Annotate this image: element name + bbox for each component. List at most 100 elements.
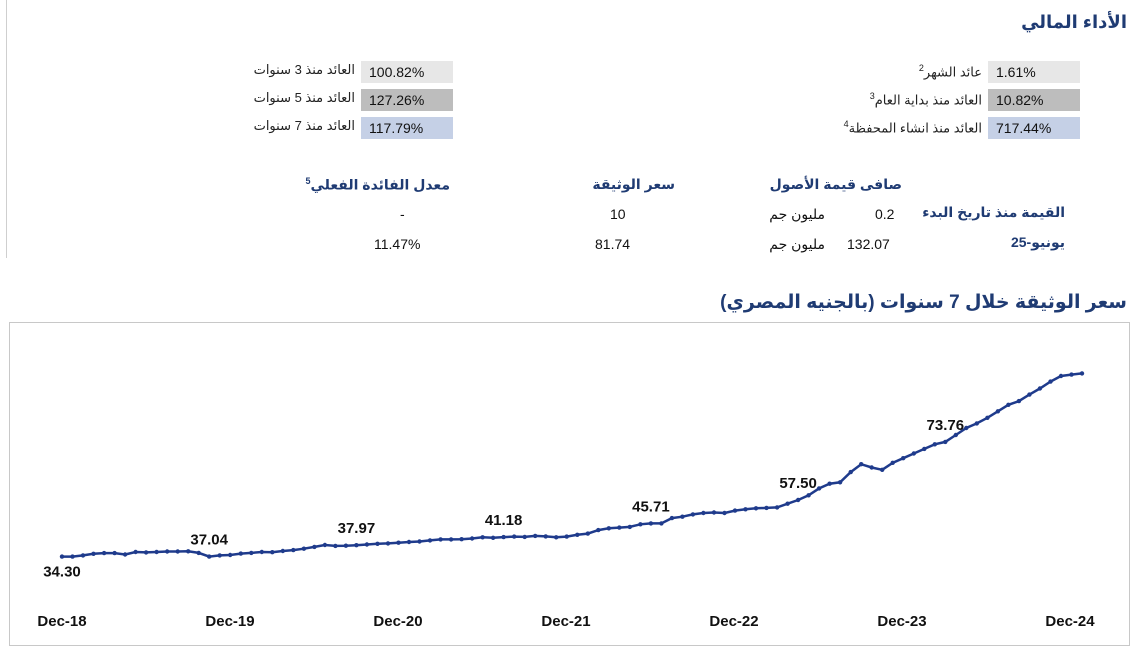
data-point: [322, 542, 328, 548]
return-row-5y: 127.26%: [361, 89, 453, 111]
data-point: [333, 543, 338, 549]
data-point: [143, 550, 149, 555]
data-point: [1058, 373, 1064, 379]
return-label-inception: العائد منذ انشاء المحفظة4: [844, 119, 982, 136]
header-price: سعر الوثيقة: [592, 176, 675, 192]
data-point: [448, 537, 454, 542]
data-label: 57.50: [779, 475, 817, 492]
data-point: [554, 535, 559, 540]
data-point: [259, 549, 264, 555]
data-point: [280, 548, 285, 554]
x-tick-label: Dec-24: [1045, 613, 1095, 630]
data-point: [238, 551, 243, 556]
x-tick-label: Dec-19: [205, 613, 254, 630]
data-point: [512, 534, 517, 539]
data-point: [575, 532, 580, 537]
data-point: [207, 554, 212, 559]
data-point: [901, 456, 906, 461]
data-point: [396, 540, 401, 545]
data-point: [1037, 386, 1043, 391]
data-label: 37.04: [190, 532, 228, 549]
data-point: [364, 542, 370, 547]
data-point: [533, 533, 538, 539]
data-point: [627, 524, 632, 530]
data-point: [922, 446, 927, 452]
data-point: [711, 510, 717, 515]
data-point: [417, 539, 422, 544]
data-point: [427, 538, 433, 543]
data-point: [133, 549, 138, 555]
data-point: [196, 550, 201, 556]
row-label-current: يونيو-25: [1010, 234, 1065, 250]
data-point: [301, 546, 307, 551]
data-point: [112, 550, 117, 556]
nav-start-value: 0.2: [875, 206, 895, 222]
return-row-7y: 117.79%: [361, 117, 453, 139]
header-yield-text: معدل الفائدة الفعلي: [310, 176, 451, 193]
return-label-ytd: العائد منذ بداية العام3: [870, 91, 982, 108]
data-point: [480, 535, 485, 540]
data-point: [154, 549, 159, 555]
data-point: [764, 505, 769, 511]
return-label-month-text: عائد الشهر: [923, 64, 982, 80]
price-chart-svg: 34.30 37.04 37.97 41.18 45.71 57.50 73.76 Dec-1…: [37, 371, 1095, 630]
x-tick-label: Dec-20: [373, 613, 422, 630]
data-label: 37.97: [338, 520, 376, 537]
data-point: [659, 521, 664, 526]
price-start-value: 10: [610, 206, 626, 222]
data-point: [785, 501, 790, 506]
data-point: [943, 439, 948, 445]
data-point: [1069, 372, 1074, 377]
return-label-5y: العائد منذ 5 سنوات: [253, 90, 355, 105]
data-point: [795, 497, 801, 503]
footnote-mark: 2: [918, 63, 924, 73]
data-point: [859, 462, 864, 467]
nav-current-unit: مليون جم: [769, 236, 825, 252]
data-point: [343, 543, 349, 548]
data-point: [175, 549, 180, 554]
x-tick-label: Dec-18: [37, 613, 86, 630]
return-row-month: 1.61%: [988, 61, 1080, 83]
data-label: 34.30: [43, 564, 81, 581]
data-point: [953, 432, 958, 438]
data-point: [985, 415, 990, 420]
data-point: [890, 460, 895, 465]
data-point: [964, 425, 969, 431]
data-point: [606, 526, 611, 531]
data-point: [101, 550, 107, 556]
data-point: [869, 465, 874, 470]
data-point: [1006, 402, 1011, 407]
data-point: [1079, 371, 1085, 376]
data-point: [932, 442, 937, 447]
return-label-month: عائد الشهر2: [919, 63, 982, 80]
data-point: [722, 510, 727, 516]
data-point: [564, 534, 569, 539]
data-point: [459, 537, 464, 542]
data-point: [469, 536, 475, 541]
data-point: [501, 534, 506, 540]
header-nav: صافى قيمة الأصول: [769, 176, 902, 192]
data-point: [701, 510, 706, 516]
data-point: [911, 451, 916, 456]
data-point: [165, 549, 170, 554]
x-tick-label: Dec-21: [541, 613, 590, 630]
data-point: [648, 521, 654, 526]
data-point: [186, 549, 191, 554]
return-label-7y: العائد منذ 7 سنوات: [253, 118, 355, 133]
data-point: [974, 421, 979, 426]
data-point: [880, 467, 885, 472]
return-label-inception-text: العائد منذ انشاء المحفظة: [848, 120, 982, 136]
section-title: الأداء المالي: [1021, 12, 1127, 32]
return-value-inception: 717.44%: [988, 117, 1080, 139]
data-point: [270, 550, 275, 555]
data-point: [291, 547, 296, 553]
data-point: [354, 543, 359, 548]
nav-current-value: 132.07: [847, 236, 890, 252]
x-tick-label: Dec-23: [877, 613, 926, 630]
data-point: [837, 480, 843, 485]
return-value-5y: 127.26%: [361, 89, 453, 111]
price-chart: 34.30 37.04 37.97 41.18 45.71 57.50 73.76 Dec-1…: [9, 322, 1130, 646]
data-point: [312, 544, 317, 550]
data-point: [680, 514, 685, 519]
data-point: [406, 539, 412, 545]
